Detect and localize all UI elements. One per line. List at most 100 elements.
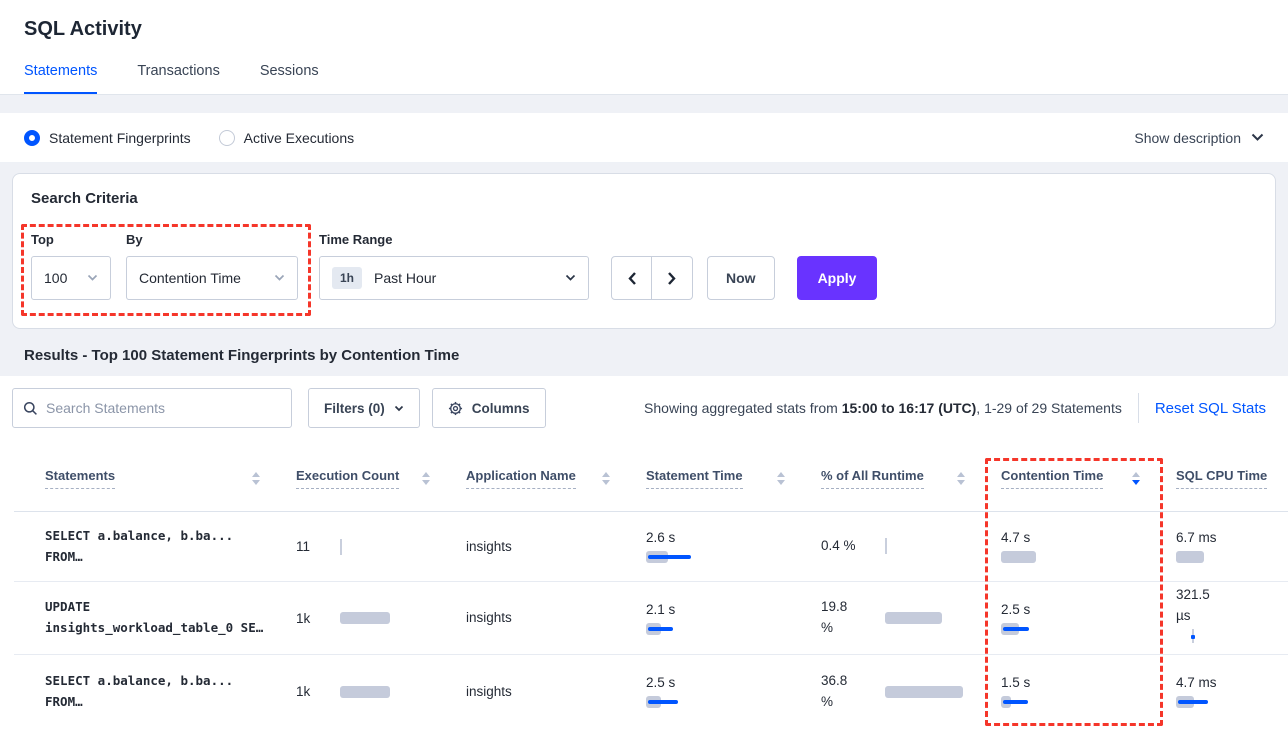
column-header-pct-runtime[interactable]: % of All Runtime bbox=[805, 468, 985, 489]
execution-count-value: 1k bbox=[296, 610, 311, 626]
tab-sessions[interactable]: Sessions bbox=[259, 63, 319, 79]
apply-button[interactable]: Apply bbox=[796, 256, 878, 300]
by-select-value: Contention Time bbox=[139, 270, 241, 286]
pct-runtime-value: 36.8% bbox=[821, 672, 848, 709]
statement-link[interactable]: SELECT a.balance, b.ba... FROM… bbox=[45, 527, 234, 564]
top-select-value: 100 bbox=[44, 270, 68, 286]
radio-label: Statement Fingerprints bbox=[49, 129, 191, 146]
execution-count-bar bbox=[340, 538, 342, 555]
radio-active-executions[interactable]: Active Executions bbox=[218, 129, 355, 146]
now-button[interactable]: Now bbox=[707, 256, 775, 300]
page-title: SQL Activity bbox=[24, 18, 142, 40]
column-header-contention-time[interactable]: Contention Time bbox=[985, 468, 1160, 489]
search-statements-box bbox=[12, 388, 292, 428]
columns-label: Columns bbox=[471, 400, 530, 416]
search-icon bbox=[23, 401, 38, 416]
previous-interval-button[interactable] bbox=[611, 256, 652, 300]
statement-time-bar bbox=[646, 696, 776, 708]
statement-time-value: 2.1 s bbox=[646, 601, 676, 617]
by-select[interactable]: Contention Time bbox=[126, 256, 298, 300]
next-interval-button[interactable] bbox=[652, 256, 693, 300]
application-name-value: insights bbox=[466, 610, 512, 625]
sql-cpu-time-value: 321.5 µs bbox=[1176, 586, 1210, 623]
time-range-select[interactable]: 1h Past Hour bbox=[319, 256, 589, 300]
radio-unselected-icon bbox=[218, 129, 235, 146]
time-range-label: Time Range bbox=[319, 232, 393, 247]
filters-label: Filters (0) bbox=[324, 400, 385, 416]
results-toolbar: Filters (0) Columns bbox=[0, 388, 1288, 428]
sql-cpu-time-bar bbox=[1176, 551, 1288, 563]
top-select[interactable]: 100 bbox=[31, 256, 111, 300]
sort-icon[interactable] bbox=[602, 472, 610, 485]
column-header-execution-count[interactable]: Execution Count bbox=[280, 468, 450, 489]
chevron-left-icon bbox=[627, 271, 637, 286]
gear-icon bbox=[448, 401, 463, 416]
table-row: SELECT a.balance, b.ba... FROM… 1k insigh… bbox=[14, 655, 1288, 728]
search-statements-input[interactable] bbox=[46, 400, 281, 416]
sql-cpu-time-bar bbox=[1191, 628, 1195, 643]
table-row: SELECT a.balance, b.ba... FROM… 11 insigh… bbox=[14, 512, 1288, 582]
page-header: SQL Activity Statements Transactions Ses… bbox=[0, 0, 1288, 95]
pct-runtime-bar bbox=[885, 538, 887, 555]
show-description-toggle[interactable]: Show description bbox=[1134, 130, 1264, 146]
by-label: By bbox=[126, 232, 143, 247]
statement-time-value: 2.5 s bbox=[646, 675, 676, 690]
results-panel: Filters (0) Columns bbox=[0, 376, 1288, 736]
time-range-value: Past Hour bbox=[374, 270, 437, 286]
sort-icon[interactable] bbox=[957, 472, 965, 485]
contention-time-bar bbox=[1001, 696, 1131, 708]
tab-transactions[interactable]: Transactions bbox=[137, 63, 220, 79]
statement-time-bar bbox=[646, 551, 776, 563]
time-range-badge: 1h bbox=[332, 267, 363, 289]
radio-label: Active Executions bbox=[243, 129, 355, 146]
table-header-row: Statements Execution Count Application N… bbox=[14, 446, 1288, 512]
column-header-statements[interactable]: Statements bbox=[14, 468, 280, 489]
pct-runtime-value: 0.4 % bbox=[821, 538, 856, 554]
column-header-statement-time[interactable]: Statement Time bbox=[630, 468, 805, 489]
statement-link[interactable]: SELECT a.balance, b.ba... FROM… bbox=[45, 672, 234, 709]
tab-bar: Statements Transactions Sessions bbox=[24, 63, 1264, 94]
vertical-divider bbox=[1137, 393, 1139, 423]
aggregated-stats-text: Showing aggregated stats from 15:00 to 1… bbox=[644, 400, 1122, 416]
statements-table: Statements Execution Count Application N… bbox=[14, 446, 1288, 728]
top-label: Top bbox=[31, 232, 54, 247]
statement-time-bar bbox=[646, 622, 776, 635]
chevron-right-icon bbox=[667, 271, 677, 286]
contention-time-value: 2.5 s bbox=[1001, 601, 1031, 617]
results-heading: Results - Top 100 Statement Fingerprints… bbox=[24, 347, 460, 364]
show-description-label: Show description bbox=[1134, 129, 1241, 146]
view-toggle-bar: Statement Fingerprints Active Executions… bbox=[0, 113, 1288, 163]
chevron-down-icon bbox=[1251, 133, 1264, 142]
contention-time-value: 4.7 s bbox=[1001, 530, 1031, 545]
stats-time-range: 15:00 to 16:17 (UTC) bbox=[841, 400, 977, 416]
column-header-sql-cpu-time[interactable]: SQL CPU Time bbox=[1160, 468, 1288, 489]
column-header-application-name[interactable]: Application Name bbox=[450, 468, 630, 489]
sort-icon[interactable] bbox=[777, 472, 785, 485]
sort-icon[interactable] bbox=[252, 472, 260, 485]
sql-cpu-time-value: 6.7 ms bbox=[1176, 530, 1217, 545]
table-row: UPDATE insights_workload_table_0 SE… 1k i… bbox=[14, 582, 1288, 655]
contention-time-bar bbox=[1001, 622, 1131, 635]
sql-cpu-time-value: 4.7 ms bbox=[1176, 675, 1217, 690]
chevron-down-icon bbox=[394, 405, 404, 412]
sort-icon-active-desc[interactable] bbox=[1132, 472, 1140, 485]
chevron-down-icon bbox=[274, 274, 285, 282]
sql-cpu-time-bar bbox=[1176, 696, 1288, 708]
contention-time-bar bbox=[1001, 551, 1131, 563]
reset-sql-stats-link[interactable]: Reset SQL Stats bbox=[1154, 399, 1266, 417]
application-name-value: insights bbox=[466, 538, 512, 554]
sort-icon[interactable] bbox=[422, 472, 430, 485]
chevron-down-icon bbox=[565, 274, 576, 282]
contention-time-value: 1.5 s bbox=[1001, 675, 1031, 690]
search-criteria-heading: Search Criteria bbox=[31, 190, 138, 207]
radio-statement-fingerprints[interactable]: Statement Fingerprints bbox=[24, 129, 191, 146]
execution-count-value: 1k bbox=[296, 684, 311, 699]
chevron-down-icon bbox=[87, 274, 98, 282]
filters-button[interactable]: Filters (0) bbox=[308, 388, 420, 428]
statement-time-value: 2.6 s bbox=[646, 530, 676, 545]
columns-button[interactable]: Columns bbox=[431, 388, 546, 428]
radio-selected-icon bbox=[24, 129, 40, 146]
statement-link[interactable]: UPDATE insights_workload_table_0 SE… bbox=[45, 599, 264, 635]
search-criteria-card: Search Criteria Top 100 By Contention Ti… bbox=[12, 173, 1276, 329]
tab-statements[interactable]: Statements bbox=[24, 63, 98, 94]
